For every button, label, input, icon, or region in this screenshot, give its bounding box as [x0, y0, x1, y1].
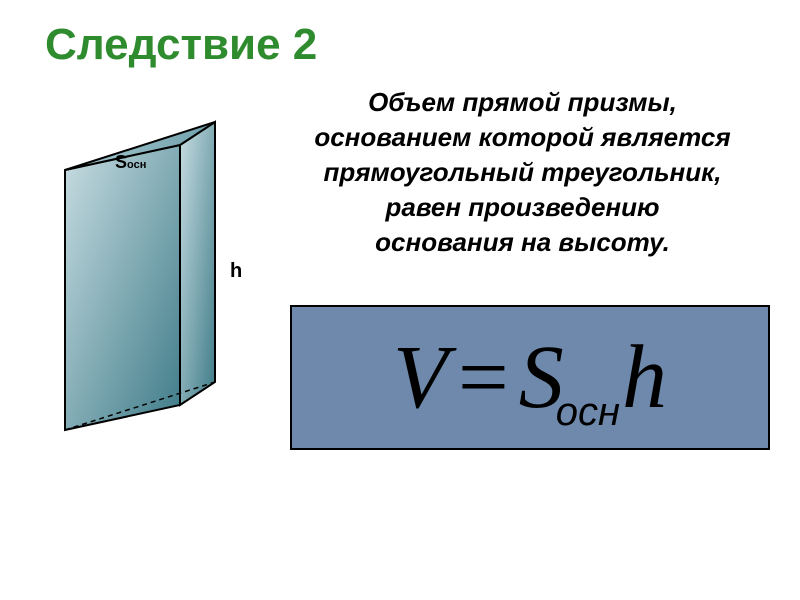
- formula-eq: =: [458, 328, 509, 427]
- theorem-line5: основания на высоту.: [375, 227, 670, 257]
- formula: V=Sоснh: [393, 326, 667, 429]
- formula-box: V=Sоснh: [290, 305, 770, 450]
- slide-title: Следствие 2: [45, 20, 317, 70]
- formula-sub: осн: [556, 390, 620, 434]
- label-h: h: [230, 260, 242, 283]
- label-s-base: Sосн: [115, 152, 146, 173]
- prism-figure: Sосн h: [55, 110, 265, 450]
- theorem-line4: равен произведению: [385, 192, 659, 222]
- theorem-line1: Объем прямой призмы,: [368, 87, 677, 117]
- theorem-text: Объем прямой призмы, основанием которой …: [270, 85, 775, 260]
- formula-V: V: [393, 328, 448, 427]
- theorem-line2: основанием которой является: [314, 122, 730, 152]
- theorem-line3: прямоугольный треугольник,: [323, 157, 721, 187]
- label-s-sub: осн: [127, 159, 146, 171]
- formula-h: h: [622, 328, 667, 427]
- label-s-text: S: [115, 152, 127, 172]
